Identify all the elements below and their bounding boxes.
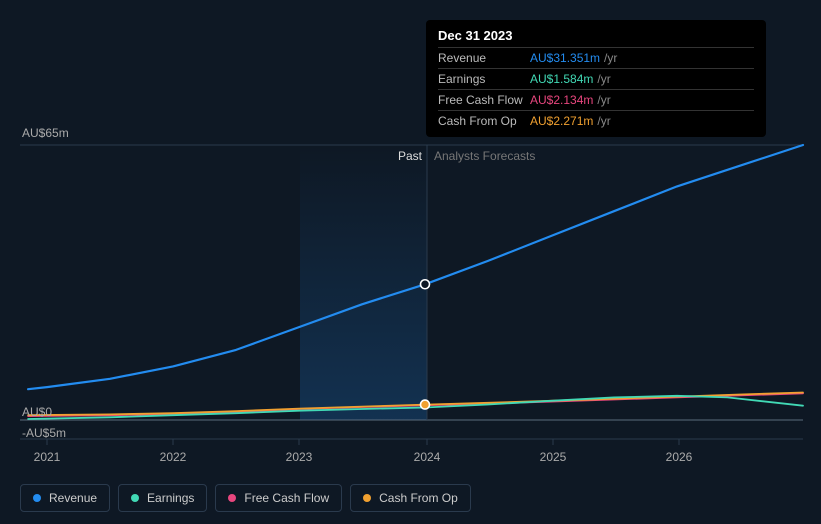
y-axis-label-neg: -AU$5m	[22, 426, 66, 440]
x-axis-tick: 2025	[540, 450, 567, 464]
legend-swatch	[363, 494, 371, 502]
y-axis-label-zero: AU$0	[22, 405, 52, 419]
x-axis-tick: 2026	[666, 450, 693, 464]
tooltip-row-label: Earnings	[438, 72, 530, 86]
tooltip-row-unit: /yr	[604, 51, 617, 65]
tooltip-row-unit: /yr	[597, 93, 610, 107]
tooltip-date: Dec 31 2023	[438, 28, 754, 47]
section-label-past: Past	[398, 149, 422, 163]
legend-swatch	[33, 494, 41, 502]
legend-label: Free Cash Flow	[244, 491, 329, 505]
legend-item-cfo[interactable]: Cash From Op	[350, 484, 471, 512]
tooltip-row-unit: /yr	[597, 72, 610, 86]
x-axis-tick: 2023	[286, 450, 313, 464]
financial-chart: AU$65m AU$0 -AU$5m Past Analysts Forecas…	[0, 0, 821, 524]
legend-label: Revenue	[49, 491, 97, 505]
tooltip-row-value: AU$1.584m	[530, 72, 593, 86]
section-label-forecast: Analysts Forecasts	[434, 149, 535, 163]
chart-tooltip: Dec 31 2023 RevenueAU$31.351m/yrEarnings…	[426, 20, 766, 137]
tooltip-row: Free Cash FlowAU$2.134m/yr	[438, 89, 754, 110]
legend-swatch	[228, 494, 236, 502]
tooltip-row-label: Cash From Op	[438, 114, 530, 128]
x-axis-tick: 2024	[414, 450, 441, 464]
tooltip-row-value: AU$31.351m	[530, 51, 600, 65]
legend-item-revenue[interactable]: Revenue	[20, 484, 110, 512]
tooltip-row-label: Revenue	[438, 51, 530, 65]
tooltip-row-value: AU$2.134m	[530, 93, 593, 107]
tooltip-row-label: Free Cash Flow	[438, 93, 530, 107]
legend-item-earnings[interactable]: Earnings	[118, 484, 207, 512]
legend-item-fcf[interactable]: Free Cash Flow	[215, 484, 342, 512]
tooltip-row-unit: /yr	[597, 114, 610, 128]
tooltip-row-value: AU$2.271m	[530, 114, 593, 128]
legend-label: Cash From Op	[379, 491, 458, 505]
legend-swatch	[131, 494, 139, 502]
y-axis-label-top: AU$65m	[22, 126, 69, 140]
tooltip-row: EarningsAU$1.584m/yr	[438, 68, 754, 89]
legend-label: Earnings	[147, 491, 194, 505]
tooltip-row: RevenueAU$31.351m/yr	[438, 47, 754, 68]
legend: Revenue Earnings Free Cash Flow Cash From O…	[20, 484, 471, 512]
x-axis-tick: 2021	[34, 450, 61, 464]
x-axis-tick: 2022	[160, 450, 187, 464]
tooltip-row: Cash From OpAU$2.271m/yr	[438, 110, 754, 131]
